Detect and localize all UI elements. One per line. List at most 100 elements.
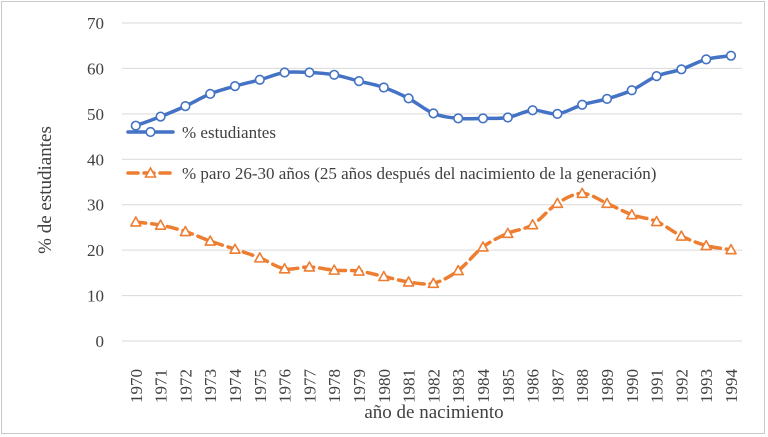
data-point	[601, 197, 613, 209]
data-point	[625, 208, 638, 220]
data-point	[205, 88, 216, 99]
data-point	[353, 265, 365, 276]
data-point	[725, 243, 737, 255]
x-tick-label: 1992	[672, 369, 691, 403]
legend-item-2: % paro 26-30 años (25 años después del n…	[126, 164, 656, 183]
data-point	[229, 81, 241, 92]
data-point	[601, 93, 613, 104]
x-axis-ticks: 1970 1971 1972 1973 1974 1975 1976 1977 1978 1979…	[127, 369, 741, 404]
data-point	[551, 197, 564, 209]
x-tick-label: 1979	[350, 369, 369, 403]
legend-item-1: % estudiantes	[126, 123, 276, 142]
x-tick-label: 1975	[251, 369, 270, 403]
y-tick-label: 50	[87, 105, 104, 124]
data-point	[526, 218, 539, 230]
x-tick-label: 1977	[300, 369, 319, 404]
data-point	[676, 64, 687, 75]
data-point	[552, 108, 563, 119]
legend-marker	[144, 166, 157, 178]
x-tick-label: 1984	[474, 369, 493, 404]
data-point	[303, 261, 316, 272]
data-point	[254, 252, 266, 263]
data-point	[155, 111, 166, 122]
data-point	[328, 264, 341, 275]
x-tick-label: 1982	[424, 369, 443, 403]
data-point	[329, 69, 340, 80]
x-tick-label: 1987	[548, 369, 567, 404]
data-point	[304, 67, 315, 78]
y-tick-label: 20	[87, 241, 104, 260]
x-tick-label: 1991	[648, 369, 667, 403]
data-point	[725, 50, 737, 61]
data-point	[700, 239, 713, 251]
data-point	[229, 243, 241, 255]
x-tick-label: 1985	[499, 369, 518, 403]
data-point	[501, 227, 514, 239]
x-tick-label: 1978	[325, 369, 344, 403]
x-tick-label: 1981	[400, 369, 419, 403]
data-point	[701, 54, 712, 65]
series-1	[130, 50, 737, 131]
data-point	[626, 85, 637, 96]
data-point	[650, 215, 663, 227]
data-point	[402, 276, 415, 287]
x-tick-label: 1973	[201, 369, 220, 403]
data-point	[180, 101, 191, 112]
x-tick-label: 1972	[176, 369, 195, 403]
x-tick-label: 1993	[697, 369, 716, 403]
data-point	[179, 225, 192, 237]
data-point	[477, 113, 489, 124]
data-point	[675, 230, 688, 241]
series-layer	[130, 50, 737, 289]
y-tick-label: 70	[87, 14, 104, 33]
x-tick-label: 1971	[152, 369, 171, 403]
data-point	[204, 235, 216, 246]
x-tick-label: 1990	[623, 369, 642, 403]
x-tick-label: 1976	[276, 369, 295, 403]
legend-label: % estudiantes	[182, 123, 276, 142]
data-point	[577, 99, 588, 110]
x-tick-label: 1994	[722, 369, 741, 404]
data-point	[477, 241, 489, 252]
legend: % estudiantes % paro 26-30 años (25 años …	[126, 123, 656, 183]
y-tick-label: 40	[87, 150, 104, 169]
data-point	[279, 67, 290, 78]
data-point	[254, 74, 265, 85]
x-tick-label: 1970	[127, 369, 146, 403]
data-point	[278, 262, 291, 274]
data-point	[452, 264, 465, 276]
data-point	[130, 216, 142, 227]
y-tick-label: 10	[87, 287, 104, 306]
x-tick-label: 1980	[375, 369, 394, 403]
x-tick-label: 1989	[598, 369, 617, 403]
data-point	[651, 71, 662, 82]
legend-marker	[145, 126, 156, 138]
y-tick-label: 0	[96, 332, 105, 351]
x-tick-label: 1974	[226, 369, 245, 404]
series-2	[130, 187, 737, 289]
x-tick-label: 1988	[573, 369, 592, 403]
data-point	[154, 219, 167, 230]
data-point	[576, 187, 589, 199]
data-point	[427, 277, 440, 289]
y-axis-title: % de estudiantes	[35, 126, 56, 254]
data-point	[378, 82, 389, 93]
series-line	[134, 191, 733, 286]
data-point	[502, 112, 513, 123]
data-point	[353, 76, 365, 87]
data-point	[453, 113, 464, 124]
data-point	[377, 270, 390, 282]
data-point	[130, 120, 141, 131]
x-tick-label: 1986	[524, 369, 543, 403]
y-tick-label: 30	[87, 196, 104, 215]
y-tick-label: 60	[87, 59, 104, 78]
legend-label: % paro 26-30 años (25 años después del n…	[182, 164, 656, 183]
data-point	[403, 93, 414, 104]
x-tick-label: 1983	[449, 369, 468, 403]
data-point	[527, 105, 538, 116]
data-point	[428, 108, 439, 119]
y-axis-ticks: 0 10 20 30 40 50 60 70	[87, 14, 104, 351]
x-axis-title: año de nacimiento	[364, 402, 503, 423]
